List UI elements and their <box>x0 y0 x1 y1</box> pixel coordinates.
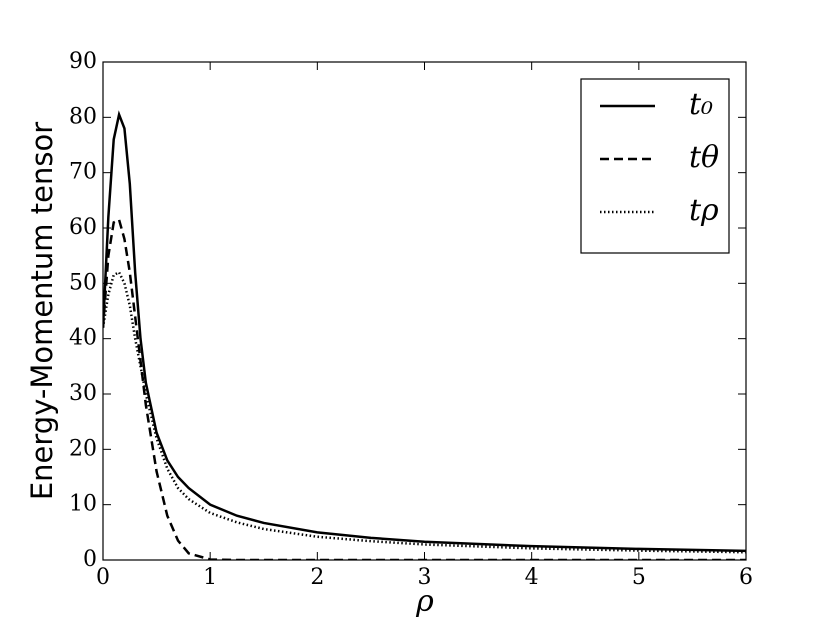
legend-label: tρ <box>689 193 719 228</box>
legend-box <box>580 78 730 254</box>
y-tick-label: 60 <box>69 215 97 240</box>
y-tick-label: 80 <box>69 104 97 129</box>
legend-label: t₀ <box>689 87 713 122</box>
y-tick-label: 20 <box>69 436 97 461</box>
y-axis-label: Energy-Momentum tensor <box>25 122 59 500</box>
x-tick-label: 2 <box>310 565 324 590</box>
y-tick-label: 0 <box>83 547 97 572</box>
y-tick-label: 10 <box>69 492 97 517</box>
x-tick-label: 5 <box>632 565 646 590</box>
y-tick-label: 40 <box>69 326 97 351</box>
x-axis-label: ρ <box>415 584 434 619</box>
y-tick-label: 70 <box>69 160 97 185</box>
line-series <box>103 110 746 553</box>
legend-label: tθ <box>689 140 719 175</box>
x-tick-label: 0 <box>96 565 110 590</box>
x-tick-label: 4 <box>525 565 539 590</box>
y-tick-label: 50 <box>69 270 97 295</box>
y-tick-label: 30 <box>69 381 97 406</box>
line-series <box>103 217 746 560</box>
y-tick-label: 90 <box>69 49 97 74</box>
line-series <box>103 270 746 554</box>
x-tick-label: 6 <box>739 565 753 590</box>
x-tick-label: 1 <box>203 565 217 590</box>
x-tick-label: 3 <box>418 565 432 590</box>
